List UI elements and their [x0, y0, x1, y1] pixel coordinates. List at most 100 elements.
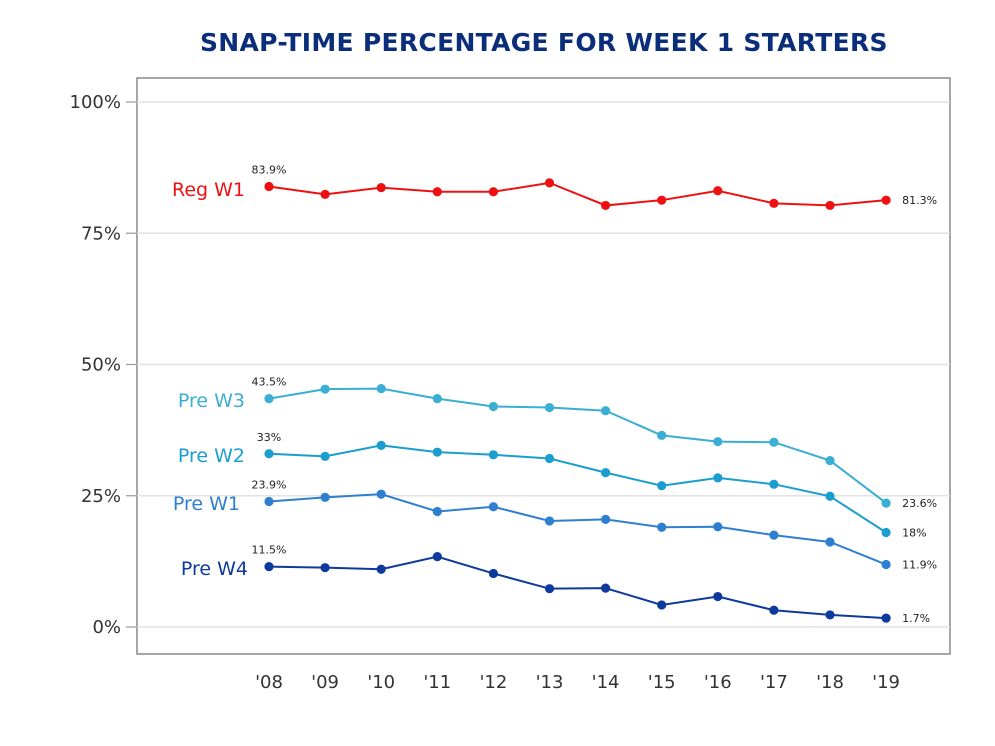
series-pre-w4: Pre W4 11.5% 1.7% [181, 544, 930, 625]
data-point [264, 562, 274, 572]
data-label-first: 11.5% [252, 544, 287, 557]
data-point [376, 564, 386, 574]
data-point [264, 449, 274, 459]
data-point [544, 402, 555, 413]
x-axis: '08 '09 '10 '11 '12 '13 '14 '15 '16 '17 '18 '19 [255, 672, 900, 693]
data-label-last: 11.9% [902, 559, 937, 572]
data-point [769, 437, 779, 447]
grid-lines [137, 101, 950, 628]
data-point [657, 522, 667, 532]
data-point [432, 187, 442, 197]
data-point [825, 610, 835, 620]
data-point [376, 440, 386, 450]
data-point [488, 401, 498, 412]
x-tick-label: '10 [367, 672, 395, 693]
x-tick-label: '12 [479, 672, 507, 693]
series-reg-w1: Reg W1 83.9% 81.3% [172, 164, 937, 211]
series-label: Pre W2 [178, 445, 245, 467]
data-point [713, 186, 723, 196]
series-pre-w3: Pre W3 43.5% 23.6% [178, 376, 937, 510]
data-label-first: 43.5% [252, 376, 287, 389]
data-point [769, 530, 779, 540]
data-point [432, 394, 442, 404]
series-pre-w2: Pre W2 33% 18% [178, 431, 927, 540]
data-point [264, 496, 274, 507]
data-point [601, 200, 611, 211]
y-axis: 0% 25% 50% 75% 100% [70, 92, 137, 638]
y-tick-label: 0% [92, 617, 121, 638]
data-point [713, 437, 723, 447]
series-group: Reg W1 83.9% 81.3% Pre W3 43.5% 23.6% Pre W2 33… [172, 164, 937, 626]
data-point [432, 447, 442, 457]
data-point [544, 178, 555, 188]
chart-title: SNAP-TIME PERCENTAGE FOR WEEK 1 STARTERS [200, 28, 888, 57]
data-point [544, 453, 555, 464]
y-tick-label: 100% [70, 92, 121, 113]
x-tick-label: '11 [423, 672, 451, 693]
data-point [657, 600, 667, 610]
series-label: Pre W4 [181, 558, 248, 580]
x-tick-label: '18 [816, 672, 844, 693]
data-label-last: 1.7% [902, 612, 930, 625]
data-point [713, 473, 723, 483]
data-point [488, 187, 498, 197]
x-tick-label: '08 [255, 672, 283, 693]
series-line-reg-w1 [268, 181, 887, 207]
y-tick-label: 75% [81, 223, 121, 244]
x-tick-label: '14 [592, 672, 620, 693]
data-point [488, 502, 498, 512]
series-label: Reg W1 [172, 179, 245, 201]
data-point [488, 450, 498, 460]
x-tick-label: '13 [536, 672, 564, 693]
data-label-last: 18% [902, 527, 926, 540]
data-point [320, 384, 330, 394]
data-point [769, 479, 779, 489]
data-point [601, 514, 611, 524]
x-tick-label: '15 [648, 672, 676, 693]
data-point [544, 516, 555, 526]
plot-frame [136, 77, 951, 655]
data-point [881, 613, 891, 623]
data-point [657, 430, 667, 440]
data-point [320, 189, 330, 199]
y-tick-label: 25% [81, 486, 121, 507]
data-point [769, 605, 779, 615]
y-tick-label: 50% [81, 355, 121, 376]
data-point [320, 563, 330, 573]
data-point [320, 492, 330, 502]
series-line-pre-w3 [268, 387, 887, 504]
series-line-pre-w1 [268, 493, 887, 566]
data-point [881, 527, 891, 538]
data-point [881, 559, 891, 570]
data-point [264, 181, 274, 192]
data-point [432, 506, 442, 517]
x-tick-label: '19 [872, 672, 900, 693]
data-label-first: 33% [257, 431, 281, 444]
data-point [657, 481, 667, 491]
series-label: Pre W1 [173, 493, 240, 515]
data-point [488, 568, 498, 579]
data-point [376, 489, 386, 499]
data-point [657, 195, 667, 205]
series-line-pre-w4 [268, 555, 887, 620]
series-label: Pre W3 [178, 390, 245, 412]
data-point [825, 200, 835, 211]
data-point [544, 584, 555, 594]
data-label-first: 23.9% [252, 479, 287, 492]
data-point [881, 195, 891, 205]
data-label-last: 23.6% [902, 497, 937, 510]
data-point [825, 455, 835, 466]
data-point [601, 468, 611, 478]
data-point [376, 384, 386, 394]
data-point [825, 491, 835, 501]
x-tick-label: '16 [704, 672, 732, 693]
data-label-first: 83.9% [252, 164, 287, 177]
data-point [601, 406, 611, 416]
data-point [881, 498, 891, 508]
x-tick-label: '09 [311, 672, 339, 693]
series-line-pre-w2 [268, 444, 887, 534]
data-point [432, 552, 442, 562]
data-point [601, 583, 611, 593]
data-point [769, 198, 779, 208]
